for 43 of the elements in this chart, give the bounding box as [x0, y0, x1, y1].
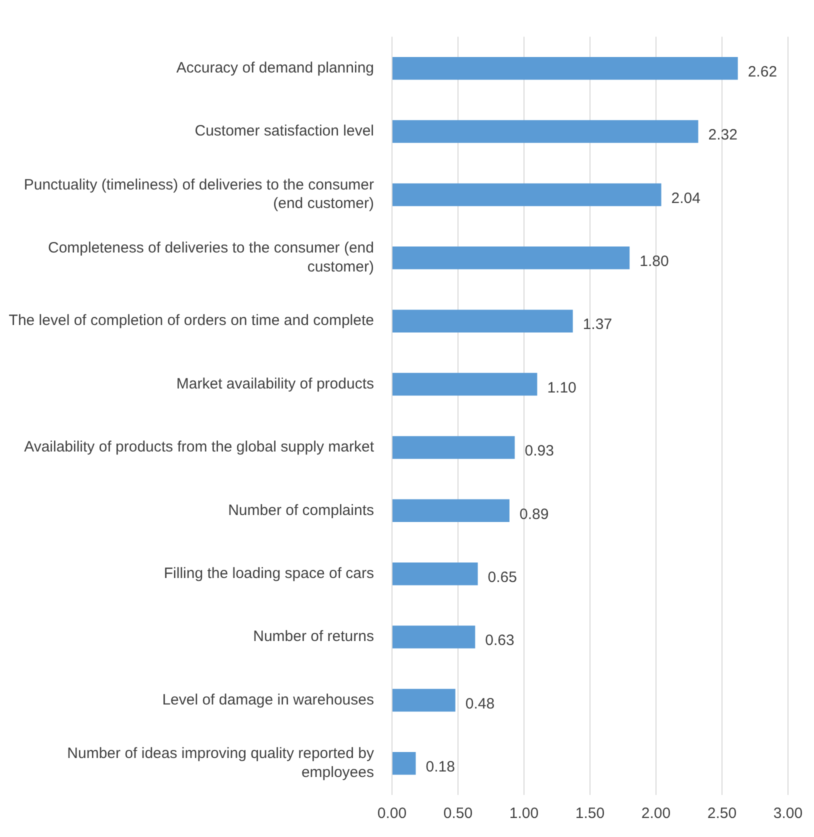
y-tick-label: Number of ideas improving quality reported by employees — [67, 745, 374, 781]
bar — [392, 183, 662, 206]
y-tick-label: Number of complaints — [228, 502, 374, 519]
y-tick-label: Number of returns — [253, 628, 374, 646]
data-label: 0.18 — [426, 758, 455, 776]
bar — [392, 120, 698, 143]
data-label: 1.37 — [582, 316, 612, 334]
data-label: 2.04 — [671, 190, 700, 207]
y-tick-label: Filling the loading space of cars — [164, 564, 374, 582]
y-tick-label: Level of damage in warehouses — [162, 691, 374, 708]
data-label: 1.80 — [640, 253, 669, 270]
y-tick-label: Completeness of deliveries to the consumer (end customer) — [48, 240, 374, 276]
bar — [392, 626, 476, 648]
bar — [392, 56, 738, 80]
data-label: 0.65 — [488, 568, 518, 586]
y-tick-label: Availability of products from the global supply market — [24, 438, 375, 456]
y-tick-label: Market availability of products — [176, 375, 374, 392]
bar — [392, 752, 416, 775]
y-tick-label: Customer satisfaction level — [194, 122, 374, 140]
data-label: 0.63 — [485, 632, 514, 650]
x-tick-label: 0.50 — [443, 805, 473, 822]
x-tick-label: 3.00 — [773, 805, 803, 822]
y-tick-label: The level of completion of orders on time and complete — [8, 312, 374, 330]
bar — [392, 499, 510, 522]
bar — [392, 562, 478, 586]
bar — [392, 436, 515, 459]
x-tick-label: 2.00 — [641, 805, 671, 822]
x-tick-label: 1.00 — [509, 805, 539, 822]
y-tick-label: Accuracy of demand planning — [176, 59, 374, 76]
data-label: 2.32 — [708, 126, 738, 144]
data-label: 0.93 — [524, 442, 554, 460]
bar — [392, 246, 630, 270]
bar — [392, 372, 538, 396]
bar — [392, 688, 456, 712]
data-label: 0.89 — [519, 506, 549, 523]
bar — [392, 310, 573, 332]
data-label: 2.62 — [748, 63, 778, 80]
y-tick-label: Punctuality (timeliness) of deliveries to the consumer (end customer) — [24, 176, 374, 212]
data-label: 1.10 — [547, 379, 576, 396]
data-label: 0.48 — [465, 695, 495, 712]
x-tick-label: 1.50 — [575, 805, 605, 822]
x-tick-label: 2.50 — [707, 805, 737, 822]
x-tick-label: 0.00 — [377, 805, 407, 822]
